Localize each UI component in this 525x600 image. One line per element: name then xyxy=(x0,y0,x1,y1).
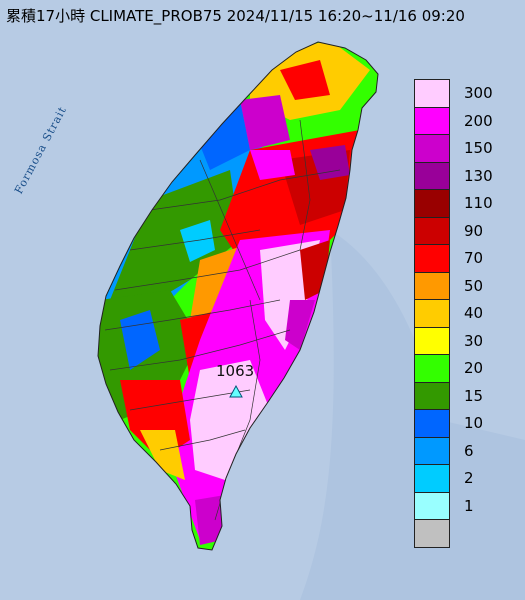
legend-label: 110 xyxy=(464,194,493,212)
sea-texture xyxy=(300,230,525,600)
legend-swatch xyxy=(414,161,450,189)
legend-swatch xyxy=(414,106,450,134)
legend-swatch xyxy=(414,134,450,162)
legend-label: 15 xyxy=(464,386,484,405)
legend-label: 20 xyxy=(464,359,484,377)
legend-swatch xyxy=(414,271,450,299)
legend-label: 150 xyxy=(464,139,493,157)
legend-label: 50 xyxy=(464,276,484,295)
legend-label: 40 xyxy=(464,304,484,322)
legend-label: 300 xyxy=(464,84,493,102)
legend-swatch xyxy=(414,381,450,409)
legend-label: 130 xyxy=(464,166,493,185)
legend-swatch xyxy=(414,189,450,217)
legend-label: 1 xyxy=(464,496,474,515)
legend-swatch xyxy=(414,216,450,244)
legend-label: 90 xyxy=(464,221,484,240)
legend-swatch xyxy=(414,244,450,272)
legend-label: 200 xyxy=(464,111,493,130)
legend-label: 6 xyxy=(464,441,474,460)
legend-label: 2 xyxy=(464,469,474,487)
legend-label: 10 xyxy=(464,414,484,432)
map-title: 累積17小時 CLIMATE_PROB75 2024/11/15 16:20~1… xyxy=(6,7,465,25)
legend-swatch xyxy=(414,436,450,464)
legend-swatch xyxy=(414,519,450,548)
legend-label: 30 xyxy=(464,331,484,350)
legend-swatch xyxy=(414,491,450,519)
legend-swatch xyxy=(414,464,450,492)
color-legend xyxy=(414,79,450,548)
legend-swatch xyxy=(414,409,450,437)
legend-swatch xyxy=(414,326,450,354)
legend-label: 70 xyxy=(464,249,484,267)
max-station-value: 1063 xyxy=(216,362,255,380)
legend-swatch xyxy=(414,354,450,382)
legend-swatch xyxy=(414,79,450,107)
island-outline xyxy=(97,41,379,551)
max-station-triangle-icon xyxy=(229,384,243,398)
legend-swatch xyxy=(414,299,450,327)
